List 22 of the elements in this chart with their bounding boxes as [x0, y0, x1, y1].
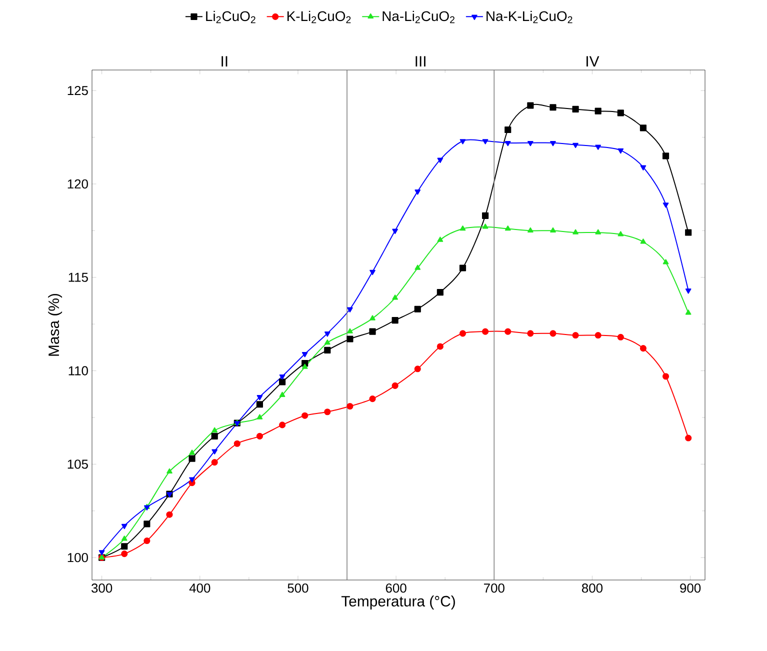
x-tick-label: 700: [484, 584, 504, 593]
x-tick-label: 800: [582, 584, 603, 593]
y-tick-label: 100: [68, 552, 88, 562]
text: III: [416, 56, 426, 66]
x-tick-label: 500: [288, 584, 308, 593]
x-tick-label: 900: [680, 584, 701, 593]
text: IV: [586, 56, 600, 66]
legend-label: Li$_{2}$CuO$_{2}$: [206, 10, 256, 24]
x-tick-label: 400: [189, 584, 210, 593]
y-tick-label: 105: [68, 460, 88, 469]
y-tick-label: 120: [68, 179, 88, 189]
y-tick-label: 115: [68, 272, 88, 282]
x-axis-title: Temperatura (°C): [341, 596, 455, 610]
y-tick-label: 110: [68, 366, 88, 376]
x-tick-label: 600: [386, 584, 406, 593]
y-axis-title: Masa (%): [48, 294, 62, 356]
legend-label: Na-K-Li$_{2}$CuO$_{2}$: [486, 10, 572, 24]
legend-label: Na-Li$_{2}$CuO$_{2}$: [382, 10, 454, 24]
y-tick-label: 125: [68, 86, 88, 96]
legend-label: K-Li$_{2}$CuO$_{2}$: [287, 10, 351, 24]
x-tick-label: 300: [92, 584, 112, 593]
text: II: [222, 56, 228, 66]
